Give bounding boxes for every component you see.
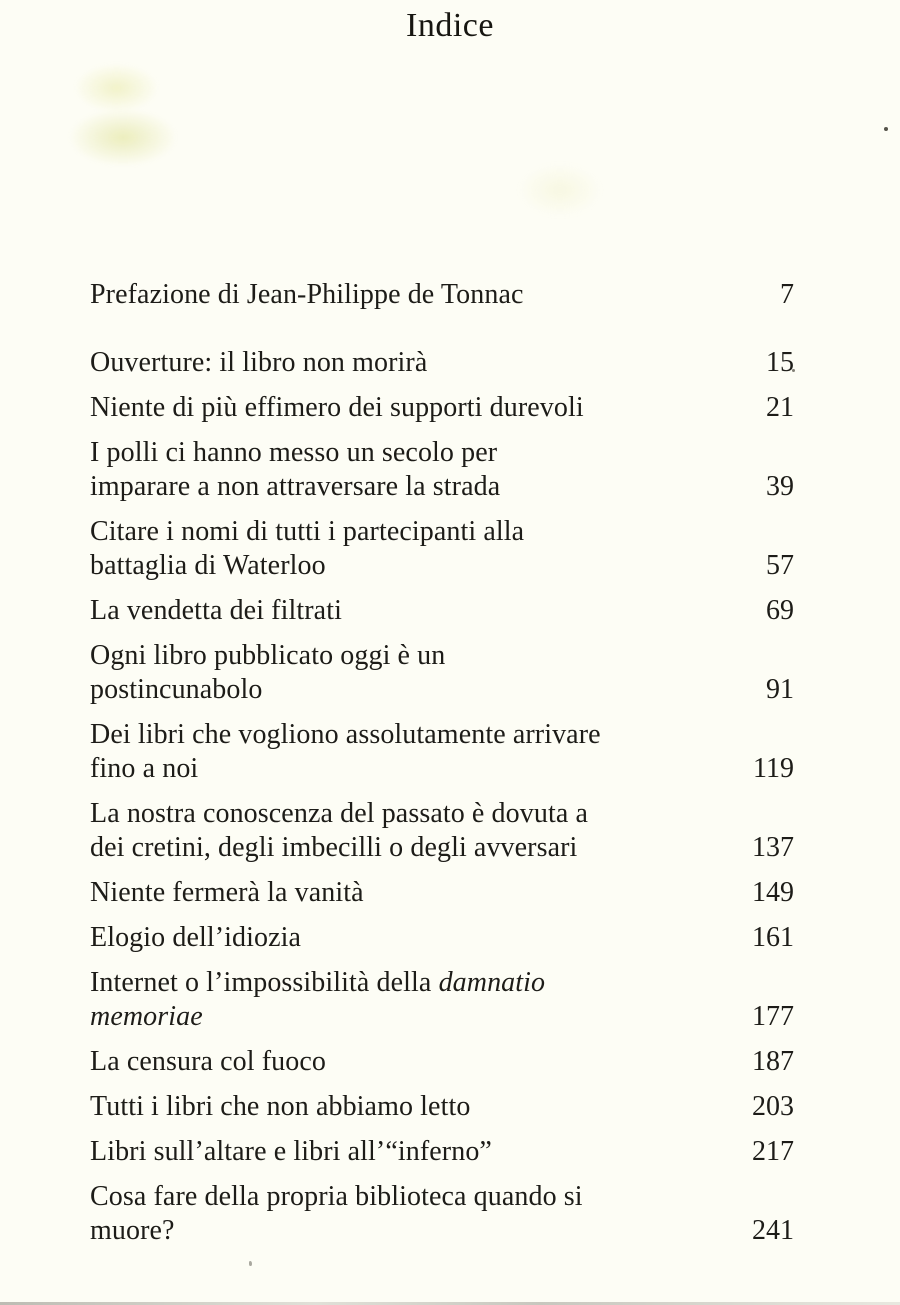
toc-entry: Prefazione di Jean-Philippe de Tonnac 7 — [90, 278, 794, 312]
toc-entry-title: Internet o l’impossibilità della damnati… — [90, 966, 545, 1034]
toc-entry: Ogni libro pubblicato oggi è un postincun… — [90, 639, 794, 707]
toc-page-number: 241 — [752, 1215, 794, 1246]
toc-entry: Tutti i libri che non abbiamo letto 203 — [90, 1090, 794, 1124]
toc-entry-line: Cosa fare della propria biblioteca quand… — [90, 1181, 583, 1212]
toc-entry-line: Ouverture: il libro non morirà — [90, 347, 428, 378]
toc-page-number: 217 — [752, 1136, 794, 1167]
toc-entry-line: Dei libri che vogliono assolutamente arr… — [90, 719, 601, 750]
toc-entry-title: Dei libri che vogliono assolutamente arr… — [90, 718, 601, 786]
toc-entry: I polli ci hanno messo un secolo per impa… — [90, 436, 794, 504]
scan-speck — [884, 127, 888, 131]
toc-entry-line: postincunabolo — [90, 674, 263, 705]
toc-entry: Citare i nomi di tutti i partecipanti al… — [90, 515, 794, 583]
toc-entry: Dei libri che vogliono assolutamente arr… — [90, 718, 794, 786]
toc-entry-title: Libri sull’altare e libri all’“inferno” — [90, 1135, 492, 1169]
toc-entry-line: fino a noi — [90, 753, 199, 784]
toc-entry-title: Niente fermerà la vanità — [90, 876, 364, 910]
toc-page-number: 161 — [752, 922, 794, 953]
toc-entry-title: Niente di più effimero dei supporti dure… — [90, 391, 584, 425]
toc-entry-title: Ogni libro pubblicato oggi è un postincun… — [90, 639, 445, 707]
toc-entry-line: Libri sull’altare e libri all’“inferno” — [90, 1136, 492, 1167]
toc-page-number: 15 — [766, 347, 794, 378]
toc-page-number: 177 — [752, 1001, 794, 1032]
toc-page-number: 119 — [753, 753, 794, 784]
toc-entry-line: Internet o l’impossibilità della damnati… — [90, 967, 546, 998]
toc-entry-line: battaglia di Waterloo — [90, 550, 326, 581]
toc-entry: Internet o l’impossibilità della damnati… — [90, 966, 794, 1034]
toc-entry-line: memoriae — [90, 1001, 203, 1032]
toc-page-number: 21 — [766, 392, 794, 423]
toc-page-number: 137 — [752, 832, 794, 863]
page-title: Indice — [406, 7, 494, 44]
toc-entry-line: imparare a non attraversare la strada — [90, 471, 501, 502]
toc-entry-title: Ouverture: il libro non morirà — [90, 346, 427, 380]
toc-page-number: 149 — [752, 877, 794, 908]
toc-entry: Niente fermerà la vanità 149 — [90, 876, 794, 910]
toc-page-number: 69 — [766, 595, 794, 626]
toc-entry-title: La censura col fuoco — [90, 1045, 326, 1079]
toc-entry-line: Tutti i libri che non abbiamo letto — [90, 1091, 471, 1122]
scan-speck — [249, 1261, 252, 1266]
toc-entry-line: I polli ci hanno messo un secolo per — [90, 437, 498, 468]
toc-entry-line: dei cretini, degli imbecilli o degli avv… — [90, 832, 578, 863]
toc-entry-line: Ogni libro pubblicato oggi è un — [90, 640, 446, 671]
toc-entry-title: La nostra conoscenza del passato è dovut… — [90, 797, 588, 865]
toc-entry-line: La vendetta dei filtrati — [90, 595, 342, 626]
toc-entry-line: Niente fermerà la vanità — [90, 877, 364, 908]
toc-entry: La vendetta dei filtrati 69 — [90, 594, 794, 628]
toc-entry-line: Niente di più effimero dei supporti dure… — [90, 392, 584, 423]
toc-page-number: 203 — [752, 1091, 794, 1122]
toc-page-number: 57 — [766, 550, 794, 581]
foxing-stain — [45, 55, 175, 165]
toc-entry: Cosa fare della propria biblioteca quand… — [90, 1180, 794, 1248]
toc-entry: Libri sull’altare e libri all’“inferno” 2… — [90, 1135, 794, 1169]
toc-entry-title: Prefazione di Jean-Philippe de Tonnac — [90, 278, 524, 312]
toc-entry-title: Tutti i libri che non abbiamo letto — [90, 1090, 470, 1124]
toc-entry-title: I polli ci hanno messo un secolo per impa… — [90, 436, 500, 504]
toc-entry-line: La nostra conoscenza del passato è dovut… — [90, 798, 588, 829]
toc-page-number: 39 — [766, 471, 794, 502]
toc-entry-line: muore? — [90, 1215, 175, 1246]
toc-entry: Elogio dell’idiozia 161 — [90, 921, 794, 955]
toc-entry-line: Elogio dell’idiozia — [90, 922, 302, 953]
toc-page-number: 91 — [766, 674, 794, 705]
toc-entry-line: Citare i nomi di tutti i partecipanti al… — [90, 516, 525, 547]
toc-entry-title: Cosa fare della propria biblioteca quand… — [90, 1180, 583, 1248]
toc-entry-title: Elogio dell’idiozia — [90, 921, 301, 955]
toc-page-number: 187 — [752, 1046, 794, 1077]
toc-entry-title: Citare i nomi di tutti i partecipanti al… — [90, 515, 524, 583]
foxing-stain-faint — [500, 150, 620, 230]
toc-entry-line: La censura col fuoco — [90, 1046, 326, 1077]
toc-page-number: 7 — [780, 279, 794, 310]
toc-entry-title: La vendetta dei filtrati — [90, 594, 342, 628]
toc-entry: La censura col fuoco 187 — [90, 1045, 794, 1079]
toc-entry: Niente di più effimero dei supporti dure… — [90, 391, 794, 425]
toc-entry: La nostra conoscenza del passato è dovut… — [90, 797, 794, 865]
table-of-contents: Prefazione di Jean-Philippe de Tonnac 7 Ou… — [90, 278, 794, 1259]
toc-entry: Ouverture: il libro non morirà 15 — [90, 346, 794, 380]
toc-entry-line: Prefazione di Jean-Philippe de Tonnac — [90, 279, 524, 310]
